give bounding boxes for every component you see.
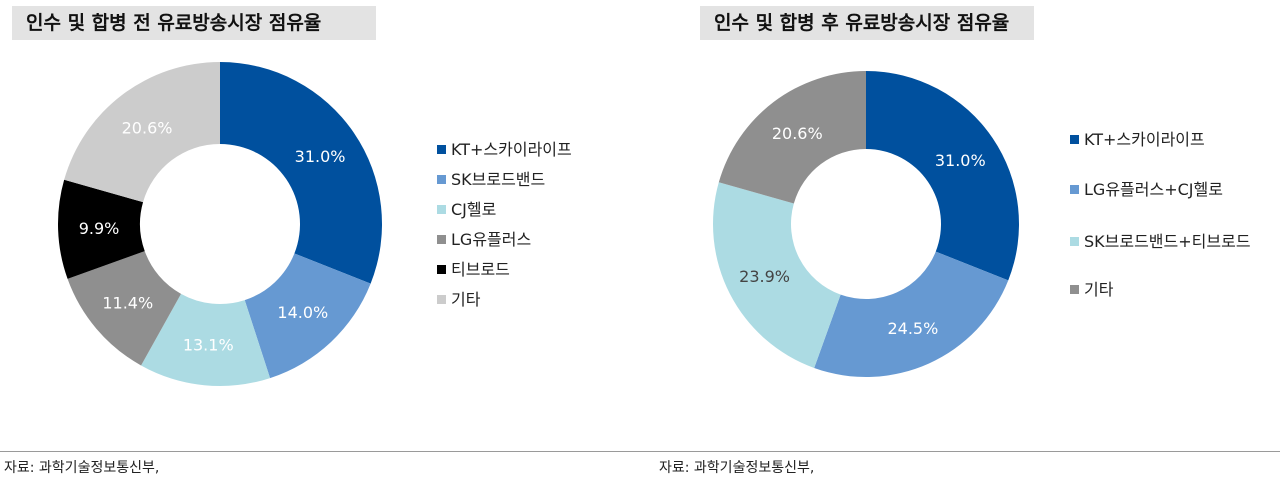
data-label-3: 23.9% <box>739 267 790 286</box>
legend-swatch <box>437 295 446 304</box>
legend-item: 기타 <box>437 290 480 310</box>
donut-slice-3 <box>141 293 271 387</box>
legend-item: KT+스카이라이프 <box>437 140 572 160</box>
legend-label: CJ헬로 <box>451 200 497 219</box>
donut-chart-after: 31.0% 24.5% 23.9% 20.6% <box>713 71 1019 378</box>
donut-slice-4 <box>718 71 866 204</box>
legend-item: CJ헬로 <box>437 200 496 220</box>
source-note-left: 자료: 과학기술정보통신부, <box>4 460 160 476</box>
data-label-5: 9.9% <box>79 219 120 238</box>
donut-slice-5 <box>58 179 145 279</box>
data-label-3: 13.1% <box>183 335 234 354</box>
legend-label: 기타 <box>1084 280 1114 299</box>
source-note-right: 자료: 과학기술정보통신부, <box>659 460 815 476</box>
donut-slice-3 <box>713 182 841 368</box>
legend-swatch <box>437 265 446 274</box>
legend-item: SK브로드밴드+티브로드 <box>1070 230 1255 254</box>
legend-item: 기타 <box>1070 280 1113 300</box>
legend-swatch <box>1070 237 1079 246</box>
donut-chart-before: 31.0% 14.0% 13.1% 11.4% 9.9% 20.6% <box>58 62 382 387</box>
legend-item: 티브로드 <box>437 260 510 280</box>
donut-slice-1 <box>866 71 1019 281</box>
legend-swatch <box>437 145 446 154</box>
legend-label: 티브로드 <box>451 260 510 279</box>
donut-slice-2 <box>244 253 371 379</box>
donut-slice-6 <box>64 62 220 203</box>
legend-swatch <box>1070 185 1079 194</box>
donut-slice-1 <box>220 62 382 284</box>
legend-label: SK브로드밴드+티브로드 <box>1084 232 1251 251</box>
data-label-6: 20.6% <box>122 118 173 137</box>
chart-title-after: 인수 및 합병 후 유료방송시장 점유율 <box>700 6 1034 40</box>
data-label-1: 31.0% <box>295 147 346 166</box>
chart-title-before: 인수 및 합병 전 유료방송시장 점유율 <box>12 6 376 40</box>
data-label-4: 20.6% <box>772 124 823 143</box>
donut-slice-4 <box>67 251 182 366</box>
data-label-2: 14.0% <box>277 303 328 322</box>
legend-label: KT+스카이라이프 <box>1084 130 1205 149</box>
legend-swatch <box>437 175 446 184</box>
data-label-1: 31.0% <box>935 151 986 170</box>
legend-swatch <box>1070 135 1079 144</box>
data-label-4: 11.4% <box>102 293 153 312</box>
legend-label: 기타 <box>451 290 481 309</box>
data-label-2: 24.5% <box>887 319 938 338</box>
legend-item: LG유플러스+CJ헬로 <box>1070 180 1223 200</box>
legend-label: SK브로드밴드 <box>451 170 546 189</box>
legend-label: LG유플러스+CJ헬로 <box>1084 180 1223 199</box>
legend-swatch <box>1070 285 1079 294</box>
legend-item: KT+스카이라이프 <box>1070 130 1205 150</box>
legend-swatch <box>437 205 446 214</box>
donut-slice-2 <box>814 251 1009 378</box>
footer-divider <box>0 451 1280 452</box>
legend-item: LG유플러스 <box>437 230 531 250</box>
legend-label: LG유플러스 <box>451 230 532 249</box>
legend-label: KT+스카이라이프 <box>451 140 572 159</box>
legend-swatch <box>437 235 446 244</box>
legend-item: SK브로드밴드 <box>437 170 545 190</box>
